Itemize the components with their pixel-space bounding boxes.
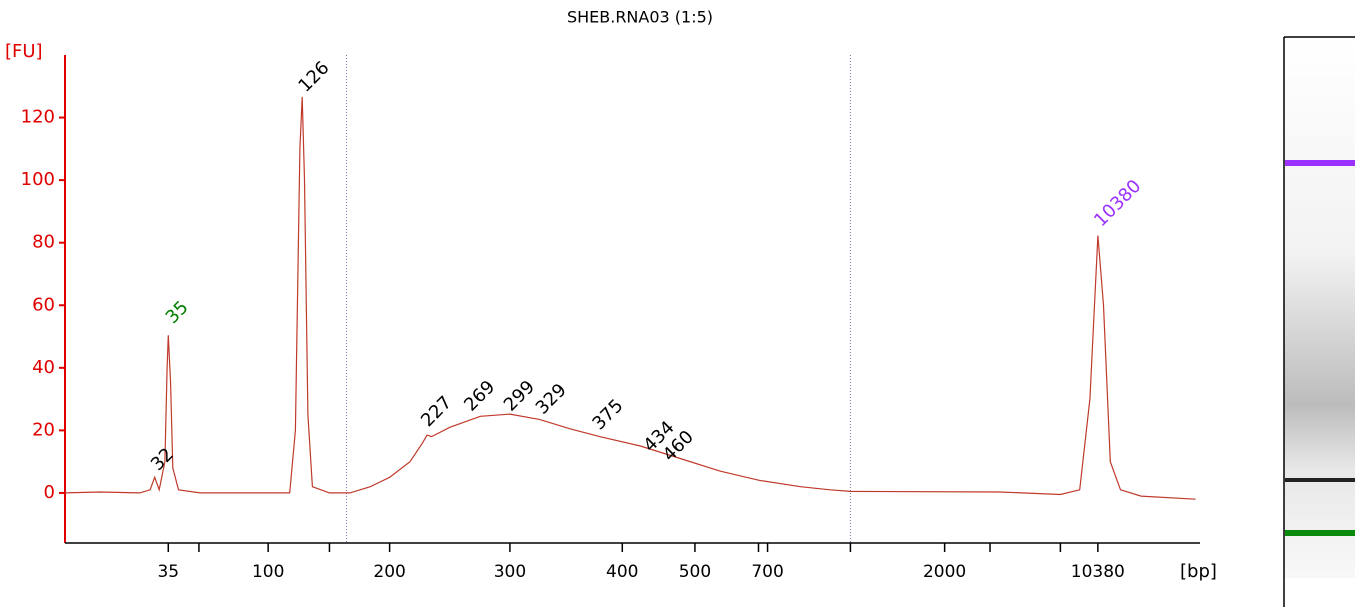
trace [64,96,1196,500]
y-tick-label: 120 [21,107,55,128]
peak-label: 126 [294,57,333,96]
peak-label: 35 [162,297,193,328]
y-tick-label: 80 [32,232,55,253]
x-tick-label: 700 [751,562,783,582]
y-tick-label: 40 [32,357,55,378]
x-tick-label: 35 [157,562,179,582]
x-tick-label: 200 [373,562,405,582]
x-tick-label: 400 [606,562,638,582]
band [1285,530,1355,536]
y-tick-label: 100 [21,169,55,190]
band [1285,478,1355,482]
y-tick-label: 0 [44,482,55,503]
lane-background [1284,37,1355,578]
peak-label: 269 [460,376,499,415]
x-tick-label: 300 [494,562,526,582]
peak-label: 329 [532,380,571,419]
x-tick-label: 2000 [923,562,966,582]
x-tick-label: 100 [252,562,284,582]
y-axis-label: [FU] [5,41,43,62]
band [1285,160,1355,166]
peak-label: 227 [417,392,456,431]
chart-title: SHEB.RNA03 (1:5) [567,8,713,27]
gel-lane [1283,36,1355,607]
y-tick-label: 20 [32,419,55,440]
y-tick-label: 60 [32,294,55,315]
peak-label: 10380 [1090,176,1145,231]
x-axis-label: [bp] [1180,561,1217,582]
x-tick-label: 500 [679,562,711,582]
peak-label: 299 [500,376,539,415]
x-tick-label: 10380 [1071,562,1125,582]
peak-label: 375 [588,395,627,434]
